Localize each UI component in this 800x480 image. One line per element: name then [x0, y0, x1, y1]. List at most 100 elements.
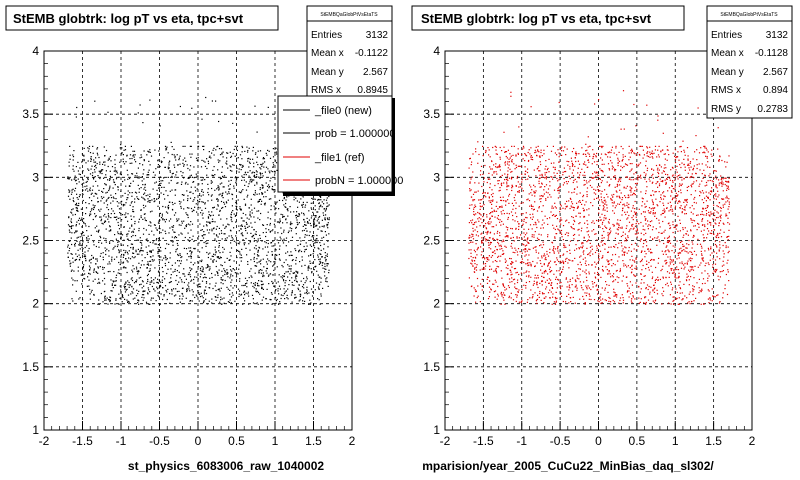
data-point: [666, 178, 668, 180]
data-point: [138, 221, 140, 223]
data-point: [548, 268, 551, 270]
data-point: [258, 280, 260, 282]
data-point: [510, 171, 512, 173]
data-point: [121, 295, 124, 297]
data-point: [202, 217, 204, 219]
data-point: [247, 185, 249, 188]
data-point: [684, 262, 686, 265]
data-point: [661, 232, 663, 234]
data-point: [215, 265, 217, 268]
data-point: [725, 177, 727, 179]
data-point: [283, 229, 285, 231]
data-point: [526, 250, 528, 252]
data-point: [82, 193, 84, 196]
data-point: [545, 165, 547, 167]
data-point: [86, 230, 88, 232]
data-point: [83, 264, 85, 266]
data-point: [115, 178, 118, 180]
data-point: [142, 250, 144, 252]
data-point: [132, 252, 134, 254]
data-point: [81, 226, 83, 228]
data-point: [78, 223, 80, 225]
data-point: [544, 255, 546, 257]
data-point: [129, 177, 131, 180]
data-point: [602, 256, 604, 258]
data-point: [93, 293, 95, 296]
data-point: [252, 150, 254, 152]
data-point: [652, 177, 654, 179]
data-point: [83, 158, 85, 161]
data-point: [541, 174, 543, 177]
data-point: [204, 179, 206, 181]
data-point: [131, 277, 133, 279]
data-point: [250, 204, 252, 206]
data-point: [304, 221, 306, 223]
data-point: [686, 262, 688, 264]
data-point: [188, 247, 190, 249]
data-point: [185, 225, 187, 227]
data-point: [678, 303, 680, 305]
data-point: [324, 268, 326, 270]
data-point: [118, 208, 121, 210]
data-point: [267, 258, 269, 260]
data-point: [617, 159, 619, 161]
data-point: [180, 207, 182, 209]
data-point: [291, 254, 293, 256]
data-point: [302, 297, 305, 299]
data-point: [291, 236, 294, 238]
data-point: [571, 201, 573, 203]
data-point: [114, 174, 116, 176]
data-point: [129, 258, 132, 260]
data-point: [214, 285, 216, 287]
data-point: [86, 237, 88, 239]
data-point: [72, 188, 74, 190]
data-point: [217, 274, 219, 276]
data-point: [611, 265, 613, 267]
data-point: [210, 157, 212, 159]
data-point: [296, 224, 299, 226]
data-point: [73, 200, 75, 203]
data-point: [321, 201, 323, 203]
data-point: [108, 221, 110, 223]
data-point: [72, 168, 74, 170]
data-point: [274, 248, 276, 250]
data-point: [712, 258, 714, 260]
data-point: [315, 265, 317, 267]
data-point: [110, 279, 112, 281]
data-point: [556, 259, 558, 261]
data-point: [655, 266, 657, 269]
data-point: [171, 290, 173, 292]
data-point: [164, 230, 166, 232]
data-point: [263, 266, 265, 268]
data-point: [262, 224, 264, 226]
data-point: [634, 208, 636, 210]
data-point: [262, 274, 264, 276]
data-point: [501, 253, 503, 255]
data-point: [154, 290, 156, 292]
data-point: [217, 288, 219, 291]
data-point: [576, 202, 578, 204]
data-point: [217, 294, 219, 296]
data-point: [235, 241, 237, 243]
data-point: [154, 224, 156, 226]
data-point: [120, 212, 122, 215]
data-point: [679, 201, 681, 203]
data-point: [265, 182, 267, 184]
data-point: [524, 166, 526, 168]
data-point: [249, 214, 251, 216]
data-point: [657, 236, 659, 238]
data-point: [120, 291, 122, 293]
data-point: [238, 295, 240, 298]
data-point: [693, 234, 695, 237]
data-point: [617, 247, 619, 249]
data-point: [104, 161, 106, 163]
data-point: [487, 232, 489, 234]
data-point: [97, 267, 99, 269]
right-plot-panel: StEMB globtrk: log pT vs eta, tpc+svt -2…: [411, 5, 793, 473]
data-point: [181, 281, 183, 283]
data-point: [207, 216, 209, 218]
data-point: [497, 256, 499, 258]
data-point: [663, 167, 665, 169]
data-point: [534, 149, 536, 151]
data-point: [591, 177, 593, 179]
